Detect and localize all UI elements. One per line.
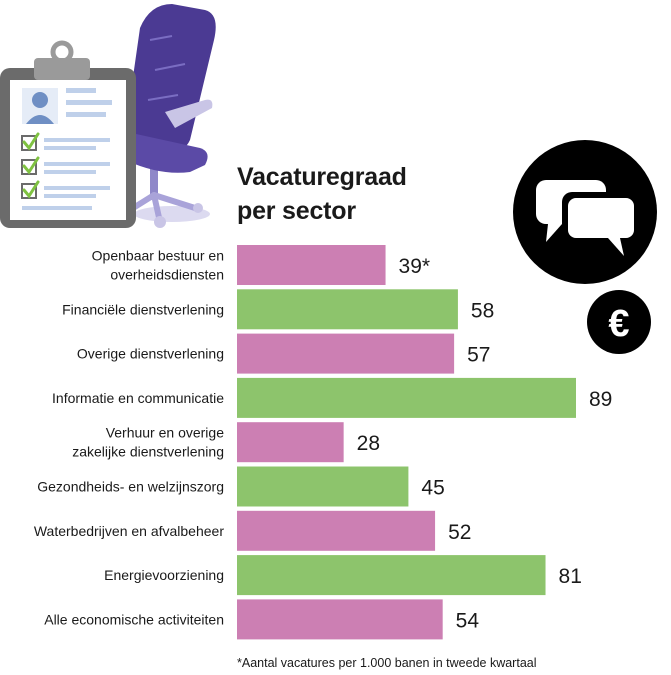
value-label: 39* xyxy=(399,255,431,278)
euro-icon: € xyxy=(583,286,655,358)
value-label: 28 xyxy=(357,432,380,455)
category-label: Energievoorziening xyxy=(104,567,224,583)
value-label: 89 xyxy=(589,388,612,411)
chart-title: Vacaturegraad per sector xyxy=(237,160,407,228)
value-label: 45 xyxy=(421,477,444,500)
bar xyxy=(237,333,455,374)
bar xyxy=(237,245,386,285)
bar xyxy=(237,289,458,330)
euro-symbol: € xyxy=(608,303,629,345)
value-label: 57 xyxy=(467,344,490,367)
category-label: Waterbedrijven en afvalbeheer xyxy=(34,523,224,539)
value-label: 54 xyxy=(456,609,480,632)
category-label: Overige dienstverlening xyxy=(77,346,224,362)
speech-bubbles-icon xyxy=(513,140,657,284)
value-label: 58 xyxy=(471,299,494,322)
bar xyxy=(237,377,576,418)
bar xyxy=(237,555,546,596)
office-chair-icon xyxy=(118,4,216,228)
illustration: € xyxy=(0,4,657,358)
clipboard-icon xyxy=(0,40,136,228)
category-label: Gezondheids- en welzijnszorg xyxy=(37,479,224,495)
category-label: Informatie en communicatie xyxy=(52,390,224,406)
footnote: *Aantal vacatures per 1.000 banen in twe… xyxy=(237,656,537,670)
bar-chart: 39* Openbaar bestuur en overheidsdiensten 5… xyxy=(34,245,612,640)
bar xyxy=(237,422,344,463)
value-label: 81 xyxy=(559,565,582,588)
category-label: Verhuur en overige xyxy=(106,425,225,441)
category-label: overheidsdiensten xyxy=(110,267,224,283)
chart-title-line: Vacaturegraad xyxy=(237,163,407,191)
category-label: Openbaar bestuur en xyxy=(92,248,224,264)
category-label: Alle economische activiteiten xyxy=(44,611,224,627)
bar xyxy=(237,599,443,640)
chart-title-line: per sector xyxy=(237,197,356,225)
value-label: 52 xyxy=(448,521,471,544)
bar xyxy=(237,466,409,507)
bar xyxy=(237,510,436,551)
category-label: Financiële dienstverlening xyxy=(62,301,224,317)
category-label: zakelijke dienstverlening xyxy=(72,444,224,460)
